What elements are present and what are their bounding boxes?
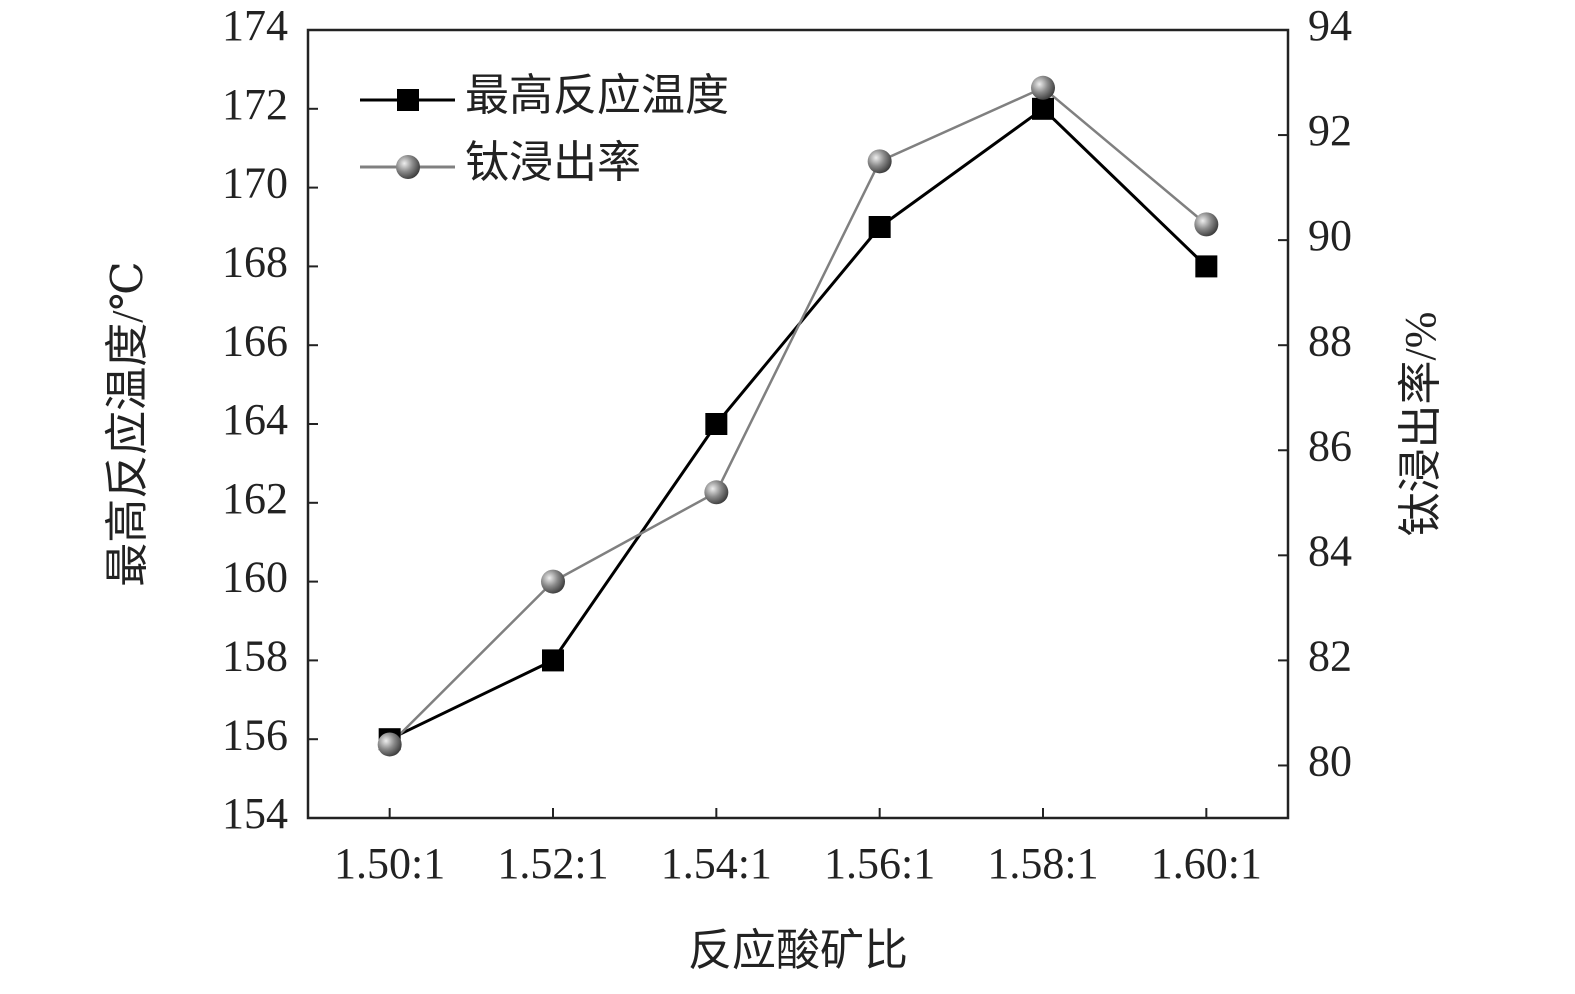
y-tick-label: 158 (222, 631, 288, 680)
legend-marker (396, 155, 420, 179)
y2-tick-label: 88 (1308, 316, 1352, 365)
y2-tick-label: 92 (1308, 106, 1352, 155)
legend-label: 钛浸出率 (465, 138, 641, 187)
data-point (705, 413, 728, 435)
y2-tick-label: 86 (1308, 421, 1352, 470)
data-point (868, 216, 891, 238)
plot-frame (306, 28, 1290, 820)
y2-tick-label: 94 (1308, 1, 1352, 50)
data-point (1195, 255, 1218, 278)
y2-tick-label: 80 (1308, 737, 1352, 786)
y-tick-label: 162 (222, 474, 288, 523)
data-point (541, 569, 565, 594)
data-point (867, 149, 892, 174)
data-point (1194, 212, 1219, 237)
data-point (1032, 97, 1054, 120)
y-tick-label: 174 (222, 1, 288, 50)
x-tick-label: 1.60:1 (1151, 839, 1262, 888)
series-line (388, 86, 1208, 746)
y-tick-label: 168 (222, 237, 288, 286)
y2-axis-label: 钛浸出率/% (1396, 312, 1445, 537)
y2-tick-label: 84 (1308, 526, 1352, 575)
x-tick-label: 1.58:1 (987, 839, 1098, 888)
data-point (377, 732, 402, 757)
y-tick-label: 166 (222, 316, 288, 365)
y-tick-label: 160 (222, 553, 288, 602)
y-tick-label: 164 (222, 395, 288, 444)
y-tick-label: 170 (222, 159, 288, 208)
x-tick-label: 1.56:1 (824, 839, 935, 888)
y-tick-label: 156 (222, 710, 288, 759)
y2-tick-label: 82 (1308, 631, 1352, 680)
x-tick-label: 1.52:1 (497, 839, 608, 888)
legend-label: 最高反应温度 (465, 71, 729, 120)
series-line (389, 106, 1208, 741)
data-point (1031, 75, 1055, 100)
y-tick-label: 154 (222, 789, 288, 838)
x-tick-label: 1.54:1 (661, 839, 772, 888)
x-tick-label: 1.50:1 (334, 839, 445, 888)
data-point (542, 649, 564, 672)
legend-marker (397, 89, 419, 111)
y-axis-label: 最高反应温度/℃ (103, 261, 152, 586)
x-axis-label: 反应酸矿比 (688, 926, 908, 975)
y2-tick-label: 90 (1308, 211, 1352, 260)
y-tick-label: 172 (222, 80, 288, 129)
data-point (704, 480, 729, 505)
